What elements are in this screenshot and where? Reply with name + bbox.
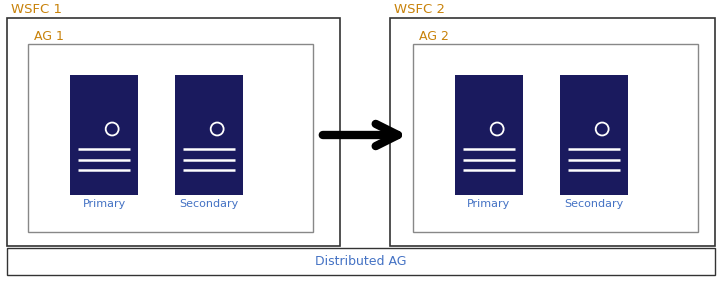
Text: Secondary: Secondary [565, 199, 624, 209]
Text: AG 2: AG 2 [419, 30, 449, 43]
Bar [413, 44, 698, 232]
Bar [7, 248, 715, 275]
Bar [28, 44, 313, 232]
Text: WSFC 2: WSFC 2 [394, 3, 445, 16]
Text: Secondary: Secondary [179, 199, 239, 209]
Text: Primary: Primary [82, 199, 126, 209]
Text: AG 1: AG 1 [34, 30, 64, 43]
Text: Distributed AG: Distributed AG [315, 255, 407, 268]
Text: WSFC 1: WSFC 1 [11, 3, 62, 16]
Bar [7, 18, 340, 246]
Bar [175, 75, 243, 195]
Bar [560, 75, 628, 195]
Text: Primary: Primary [467, 199, 510, 209]
Bar [390, 18, 715, 246]
Bar [455, 75, 523, 195]
Bar [70, 75, 138, 195]
